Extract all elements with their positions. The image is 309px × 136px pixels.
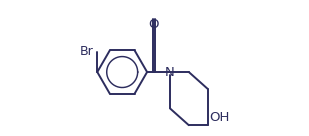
- Text: O: O: [149, 18, 159, 31]
- Text: N: N: [165, 66, 175, 78]
- Text: OH: OH: [209, 111, 229, 124]
- Text: Br: Br: [80, 45, 94, 58]
